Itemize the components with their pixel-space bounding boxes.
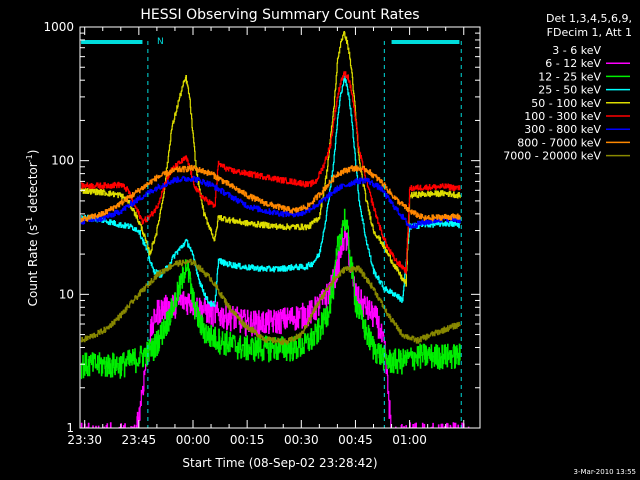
series-line-2 (80, 208, 461, 380)
y-axis-label-sup1: -1 (25, 217, 34, 225)
series-line-8 (80, 258, 461, 345)
chart-title: HESSI Observing Summary Count Rates (140, 7, 419, 23)
legend-label: 100 - 300 keV (524, 110, 601, 123)
series-line-5 (80, 71, 461, 275)
legend-label: 800 - 7000 keV (517, 136, 601, 149)
timestamp: 3-Mar-2010 13:55 (574, 468, 636, 476)
saa-flag-label: N (157, 37, 164, 47)
legend: Det 1,3,4,5,6,9, FDecim 1, Att 1 3 - 6 k… (503, 12, 632, 163)
x-tick-label: 00:45 (338, 433, 373, 447)
plot-frame (79, 26, 481, 429)
x-axis-label: Start Time (08-Sep-02 23:28:42) (182, 456, 377, 470)
data-layer (80, 31, 477, 428)
series-line-7 (80, 164, 461, 223)
y-tick-label: 1000 (43, 20, 74, 34)
y-axis-label-mid: detector (26, 162, 40, 217)
legend-label: 25 - 50 keV (538, 84, 601, 97)
y-tick-label: 10 (59, 287, 74, 301)
y-axis-label-main: Count Rate (s (26, 225, 40, 307)
series-line-3 (81, 75, 461, 307)
legend-label: 12 - 25 keV (538, 70, 601, 83)
x-tick-label: 00:15 (230, 433, 265, 447)
x-tick-label: 00:00 (176, 433, 211, 447)
legend-label: 3 - 6 keV (552, 44, 601, 57)
y-axis-label-sup2: -1 (25, 154, 34, 162)
legend-header-line-2: FDecim 1, Att 1 (547, 26, 632, 39)
x-tick-label: 00:30 (284, 433, 319, 447)
series-line-1 (80, 224, 470, 428)
x-tick-label: 23:45 (122, 433, 157, 447)
legend-header-line-1: Det 1,3,4,5,6,9, (546, 12, 632, 25)
legend-label: 6 - 12 keV (545, 57, 601, 70)
y-axis: 1 10 100 1000 (43, 20, 480, 435)
y-tick-label: 100 (51, 154, 74, 168)
x-tick-label: 23:30 (67, 433, 102, 447)
y-axis-label: Count Rate (s-1 detector-1) (25, 150, 40, 307)
x-axis: 23:30 23:45 00:00 00:15 00:30 00:45 01:00 (67, 27, 465, 447)
series-line-4 (80, 31, 461, 287)
x-tick-label: 01:00 (392, 433, 427, 447)
series-line-6 (80, 175, 461, 229)
night-markers (147, 41, 462, 428)
y-axis-label-end: ) (26, 150, 40, 155)
legend-label: 300 - 800 keV (524, 123, 601, 136)
y-tick-label: 1 (66, 421, 74, 435)
legend-label: 50 - 100 keV (531, 97, 601, 110)
legend-label: 7000 - 20000 keV (503, 150, 601, 163)
